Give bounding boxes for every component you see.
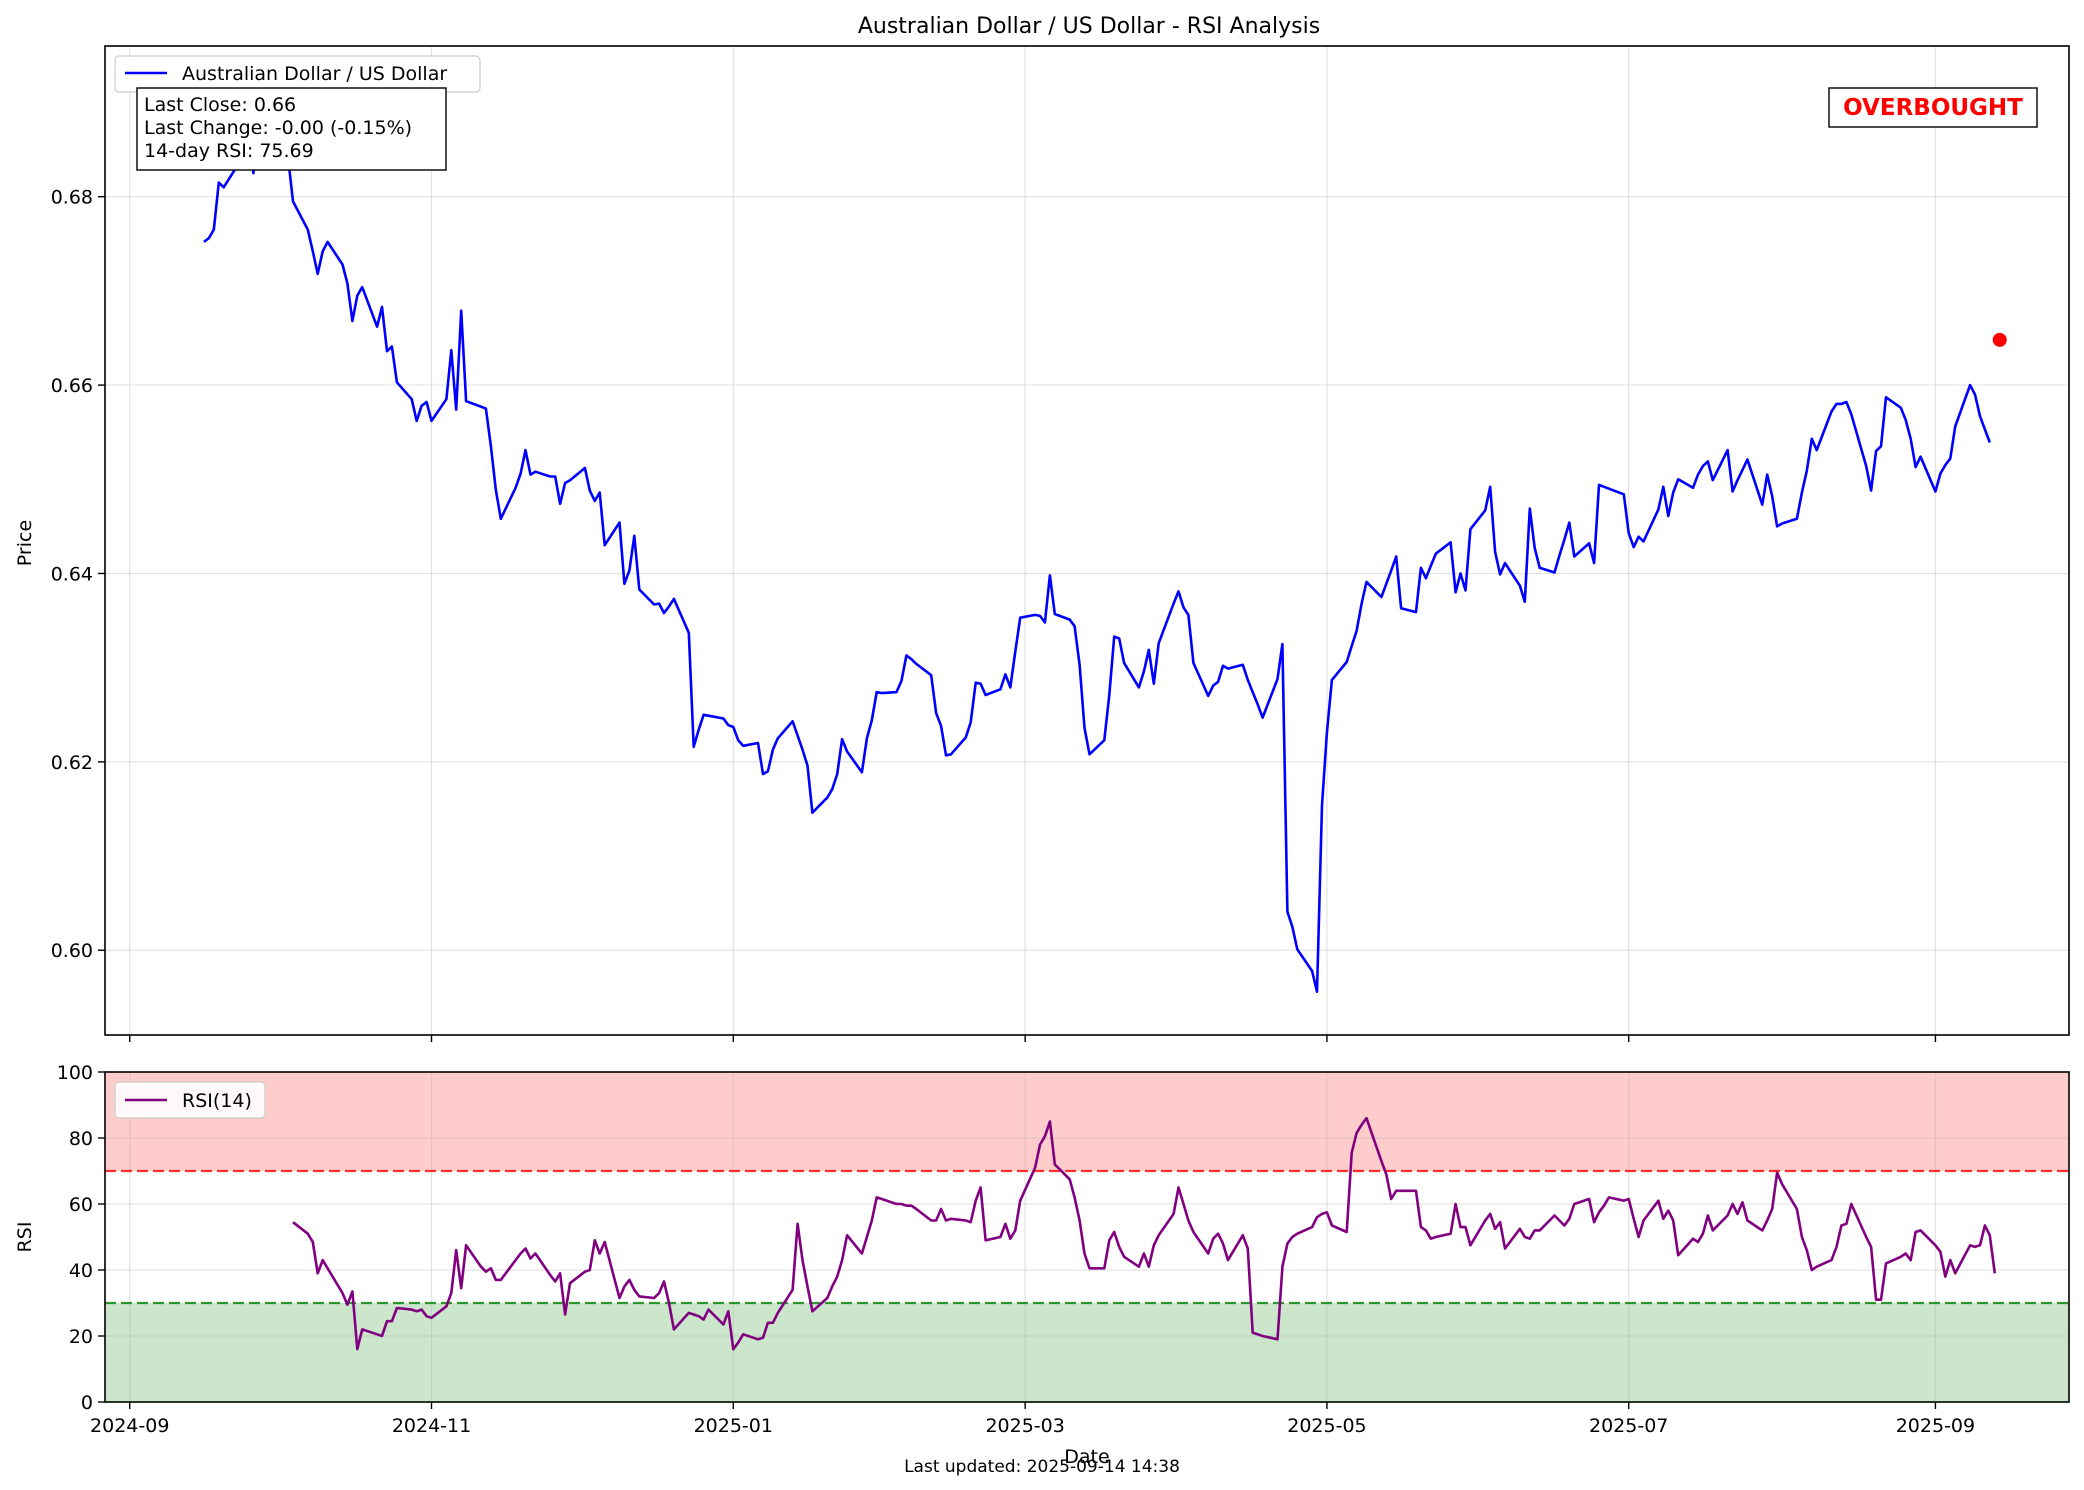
rsi-ytick-label: 60	[69, 1194, 93, 1216]
price-ytick-label: 0.68	[51, 187, 93, 209]
info-last-close: Last Close: 0.66	[144, 94, 296, 116]
info-last-change: Last Change: -0.00 (-0.15%)	[144, 117, 412, 139]
chart-title: Australian Dollar / US Dollar - RSI Anal…	[858, 14, 1320, 39]
rsi-ytick-label: 20	[69, 1326, 93, 1348]
rsi-xtick-label: 2025-01	[694, 1415, 773, 1437]
rsi-xtick-label: 2025-07	[1589, 1415, 1668, 1437]
rsi-xtick-label: 2025-03	[985, 1415, 1064, 1437]
price-y-axis-label: Price	[14, 520, 36, 566]
rsi-xtick-label: 2025-09	[1896, 1415, 1975, 1437]
overbought-badge-text: OVERBOUGHT	[1843, 95, 2023, 121]
price-legend: Australian Dollar / US Dollar	[114, 55, 481, 93]
last-close-marker	[1992, 332, 2007, 347]
rsi-x-axis-label: Date	[1064, 1446, 1109, 1468]
price-x-ticks	[129, 1035, 1937, 1042]
overbought-zone	[105, 1072, 2069, 1171]
rsi-legend-label: RSI(14)	[182, 1090, 252, 1112]
overbought-badge: OVERBOUGHT	[1828, 87, 2038, 128]
rsi-xtick-label: 2024-11	[392, 1415, 471, 1437]
info-rsi-value: 14-day RSI: 75.69	[144, 140, 314, 162]
rsi-legend: RSI(14)	[114, 1081, 266, 1119]
price-ytick-label: 0.62	[51, 752, 93, 774]
rsi-xtick-label: 2024-09	[90, 1415, 169, 1437]
rsi-ytick-label: 100	[57, 1062, 93, 1084]
info-box-frame	[136, 87, 447, 171]
last-updated-footer: Last updated: 2025-09-14 14:38	[904, 1457, 1180, 1477]
info-box: Last Close: 0.66 Last Change: -0.00 (-0.…	[136, 87, 447, 171]
price-axes-frame	[104, 45, 2070, 1036]
overbought-badge-frame	[1828, 87, 2038, 128]
price-ytick-label: 0.66	[51, 375, 93, 397]
rsi-ytick-label: 40	[69, 1260, 93, 1282]
price-legend-label: Australian Dollar / US Dollar	[182, 63, 447, 85]
price-y-axis: 0.60 0.62 0.64 0.66 0.68	[51, 187, 105, 962]
rsi-legend-box	[114, 1081, 266, 1119]
rsi-x-axis: 2024-09 2024-11 2025-01 2025-03 2025-05 2025-…	[90, 1402, 1975, 1437]
price-ytick-label: 0.60	[51, 940, 93, 962]
rsi-ytick-label: 0	[81, 1392, 93, 1414]
price-ytick-label: 0.64	[51, 563, 93, 585]
price-gridlines	[105, 46, 2069, 1035]
rsi-panel: 0 20 40 60 80 100 2024-09 2024-11 2025-01 2025-0…	[14, 1062, 2070, 1468]
price-line-series	[203, 96, 1992, 993]
rsi-axes-frame	[104, 1071, 2070, 1403]
oversold-zone	[105, 1303, 2069, 1402]
rsi-y-axis: 0 20 40 60 80 100	[57, 1062, 105, 1414]
price-panel: 0.60 0.62 0.64 0.66 0.68 Price Australian Do…	[14, 45, 2070, 1042]
rsi-ytick-label: 80	[69, 1128, 93, 1150]
rsi-line-series	[292, 1116, 1997, 1351]
rsi-xtick-label: 2025-05	[1287, 1415, 1366, 1437]
rsi-y-axis-label: RSI	[14, 1222, 36, 1253]
